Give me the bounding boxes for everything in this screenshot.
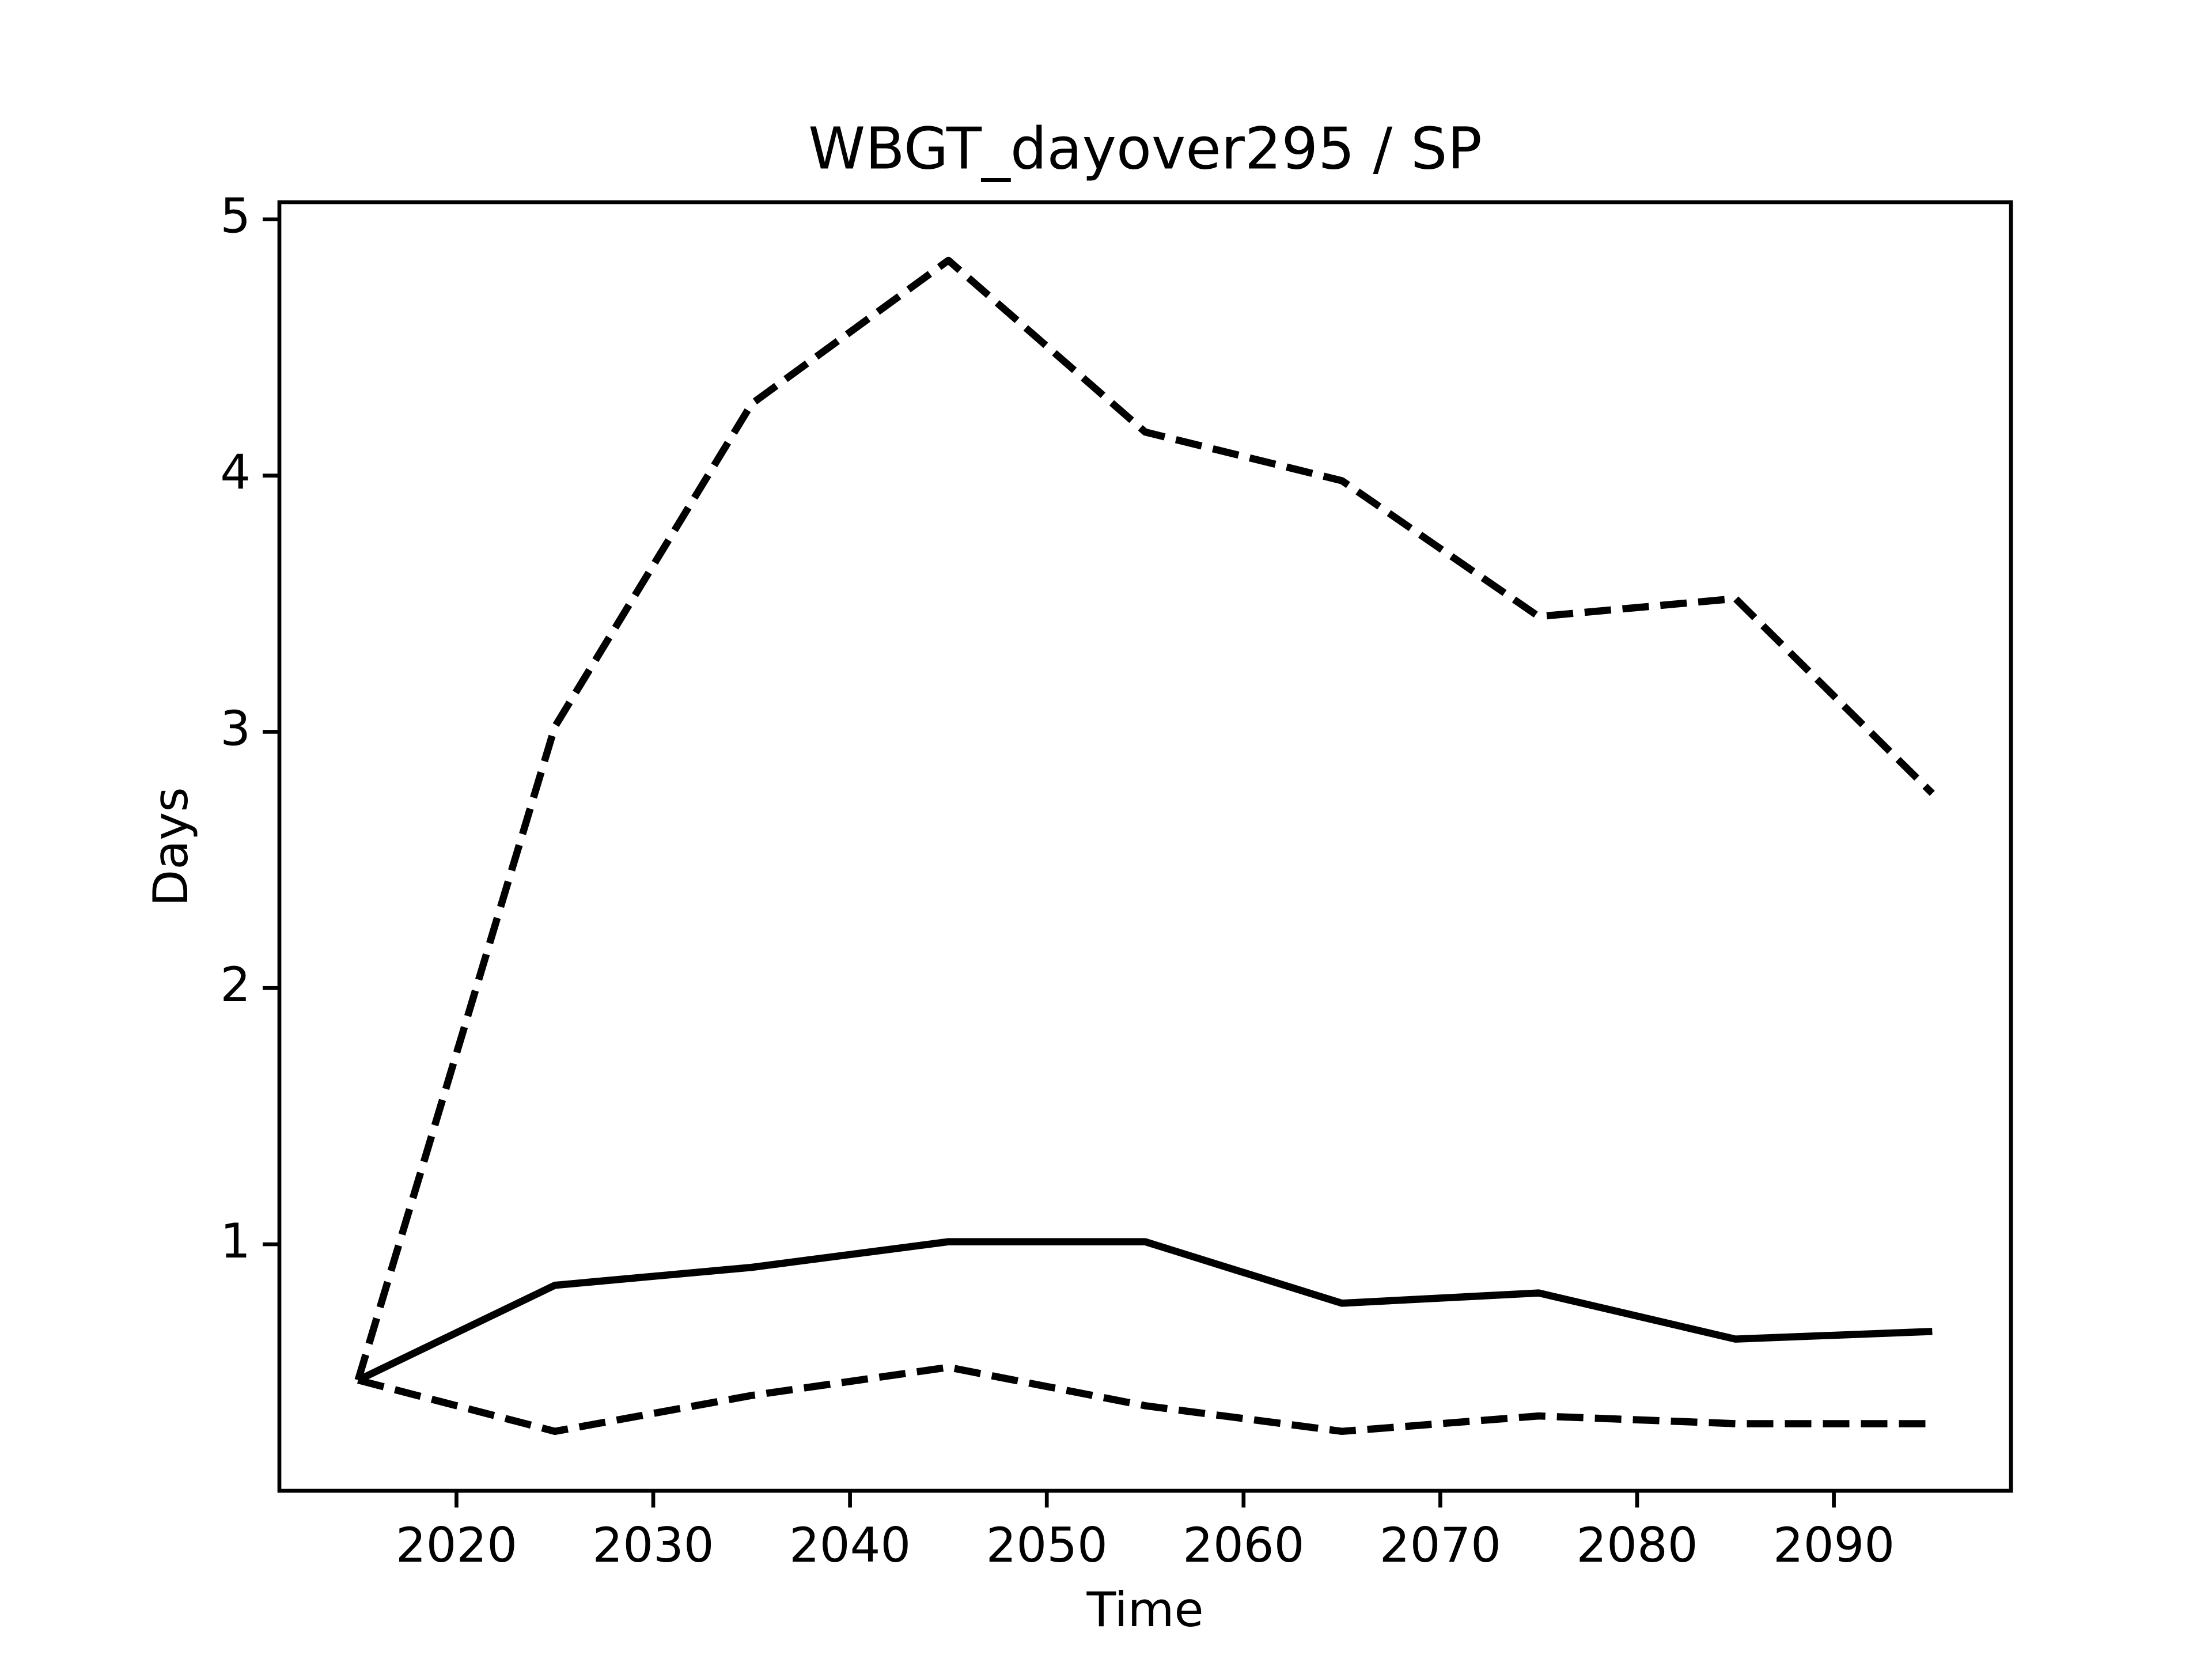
- y-tick-label: 4: [220, 445, 251, 501]
- y-axis-label: Days: [143, 787, 199, 906]
- line-series: [354, 256, 1935, 1381]
- x-tick-label: 2040: [789, 1517, 911, 1573]
- x-axis-label: Time: [1086, 1582, 1203, 1638]
- x-tick-label: 2020: [396, 1517, 517, 1573]
- axes-frame: [277, 200, 2013, 1493]
- y-tick-label: 2: [220, 957, 251, 1013]
- x-tick-label: 2050: [986, 1517, 1108, 1573]
- x-tick-label: 2060: [1183, 1517, 1304, 1573]
- line-series: [357, 1363, 1933, 1435]
- chart-title: WBGT_dayover295 / SP: [808, 115, 1482, 182]
- x-tick-label: 2080: [1576, 1517, 1698, 1573]
- x-tick-label: 2030: [592, 1517, 714, 1573]
- x-tick-label: 2070: [1380, 1517, 1501, 1573]
- y-tick-label: 5: [220, 188, 251, 244]
- x-tick-label: 2090: [1773, 1517, 1895, 1573]
- line-series: [356, 1238, 1933, 1384]
- y-tick-label: 1: [220, 1213, 251, 1269]
- y-tick-label: 3: [220, 700, 251, 756]
